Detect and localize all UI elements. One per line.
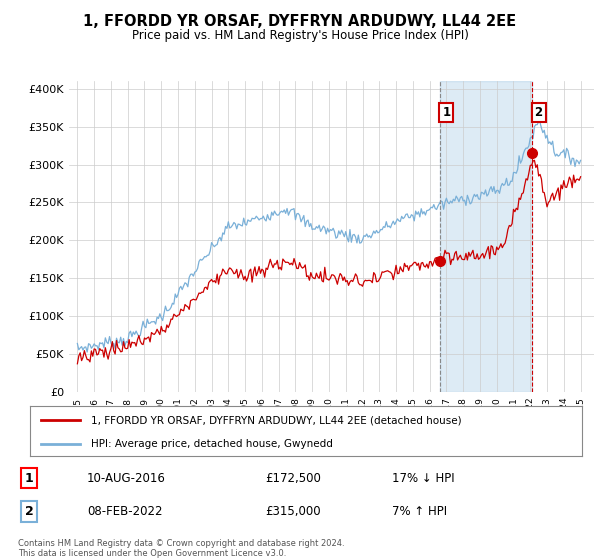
Text: 1: 1: [25, 472, 34, 484]
Bar: [440, 81, 532, 392]
Text: 1, FFORDD YR ORSAF, DYFFRYN ARDUDWY, LL44 2EE: 1, FFORDD YR ORSAF, DYFFRYN ARDUDWY, LL4…: [83, 14, 517, 29]
Text: 1: 1: [442, 106, 451, 119]
Text: 2: 2: [25, 505, 34, 518]
Text: 7% ↑ HPI: 7% ↑ HPI: [392, 505, 447, 518]
Text: £315,000: £315,000: [265, 505, 321, 518]
Text: Price paid vs. HM Land Registry's House Price Index (HPI): Price paid vs. HM Land Registry's House …: [131, 29, 469, 42]
Text: 2: 2: [535, 106, 542, 119]
Text: 08-FEB-2022: 08-FEB-2022: [87, 505, 163, 518]
Text: 10-AUG-2016: 10-AUG-2016: [87, 472, 166, 484]
Text: HPI: Average price, detached house, Gwynedd: HPI: Average price, detached house, Gwyn…: [91, 439, 332, 449]
Text: 1, FFORDD YR ORSAF, DYFFRYN ARDUDWY, LL44 2EE (detached house): 1, FFORDD YR ORSAF, DYFFRYN ARDUDWY, LL4…: [91, 415, 461, 425]
Text: £172,500: £172,500: [265, 472, 322, 484]
Text: 17% ↓ HPI: 17% ↓ HPI: [392, 472, 455, 484]
Text: Contains HM Land Registry data © Crown copyright and database right 2024.
This d: Contains HM Land Registry data © Crown c…: [18, 539, 344, 558]
